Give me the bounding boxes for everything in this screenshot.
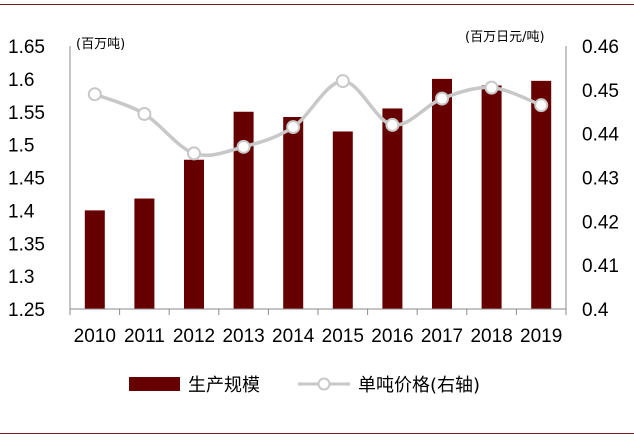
x-tick-label: 2015 xyxy=(322,326,364,347)
bar-2011 xyxy=(134,198,155,309)
price-point-2011 xyxy=(137,106,152,121)
left-tick-label: 1.45 xyxy=(8,169,45,190)
bar-2014 xyxy=(283,117,304,309)
line-series xyxy=(87,74,549,161)
bar-2013 xyxy=(233,111,254,309)
x-tick-label: 2018 xyxy=(470,326,512,347)
x-tick-label: 2016 xyxy=(371,326,413,347)
right-axis-unit: (百万日元/吨) xyxy=(465,30,545,45)
left-tick-label: 1.5 xyxy=(8,136,34,157)
price-point-2013 xyxy=(236,139,251,154)
right-tick-label: 0.42 xyxy=(582,212,619,233)
x-tick-label: 2011 xyxy=(124,326,165,347)
price-point-2014 xyxy=(286,120,301,135)
legend-line-label: 单吨价格(右轴) xyxy=(358,375,480,396)
left-tick-label: 1.25 xyxy=(8,300,45,321)
price-point-2015 xyxy=(335,74,350,89)
right-tick-label: 0.4 xyxy=(582,300,609,321)
bar-2015 xyxy=(332,131,353,309)
left-tick-label: 1.35 xyxy=(8,234,45,255)
price-point-2016 xyxy=(385,117,400,132)
legend-bar-label: 生产规模 xyxy=(188,375,260,396)
x-tick-label: 2010 xyxy=(74,326,116,347)
bar-2010 xyxy=(84,210,105,309)
x-tick-label: 2019 xyxy=(520,326,562,347)
price-point-2017 xyxy=(435,91,449,106)
x-axis: 2010 2011 2012 2013 2014 2015 2016 2017 2018 2019 xyxy=(74,326,563,347)
price-line xyxy=(94,79,542,158)
bar-2018 xyxy=(481,85,502,309)
right-tick-label: 0.46 xyxy=(582,37,619,58)
price-point-2012 xyxy=(187,146,201,161)
left-tick-label: 1.4 xyxy=(8,201,35,222)
right-tick-label: 0.43 xyxy=(582,169,619,190)
right-tick-label: 0.45 xyxy=(582,81,619,102)
legend-line-marker xyxy=(317,377,331,391)
bar-series xyxy=(84,78,552,310)
left-axis: 1.25 1.3 1.35 1.4 1.45 1.5 1.55 1.6 1.65 xyxy=(8,37,45,321)
top-rule xyxy=(0,4,634,5)
axis-lines xyxy=(69,46,567,315)
x-tick-label: 2012 xyxy=(173,326,215,347)
bar-2016 xyxy=(382,108,403,310)
bar-2012 xyxy=(184,159,204,309)
x-tick-label: 2014 xyxy=(272,326,315,347)
bar-2019 xyxy=(531,80,552,309)
left-tick-label: 1.65 xyxy=(8,37,45,58)
price-point-2018 xyxy=(484,80,499,95)
x-tick-label: 2013 xyxy=(222,326,264,347)
left-tick-label: 1.6 xyxy=(8,70,34,91)
left-axis-unit: (百万吨) xyxy=(76,37,125,52)
legend-bar-swatch xyxy=(129,377,180,391)
right-axis: 0.4 0.41 0.42 0.43 0.44 0.45 0.46 xyxy=(582,37,619,321)
right-tick-label: 0.44 xyxy=(582,125,619,146)
right-tick-label: 0.41 xyxy=(582,256,619,277)
x-tick-label: 2017 xyxy=(421,326,463,347)
left-tick-label: 1.3 xyxy=(8,267,34,288)
bottom-rule xyxy=(0,433,634,434)
legend: 生产规模 单吨价格(右轴) xyxy=(129,375,480,396)
bar-2017 xyxy=(432,78,452,309)
price-point-2010 xyxy=(87,87,102,102)
price-point-2019 xyxy=(534,98,549,113)
left-tick-label: 1.55 xyxy=(8,103,45,124)
